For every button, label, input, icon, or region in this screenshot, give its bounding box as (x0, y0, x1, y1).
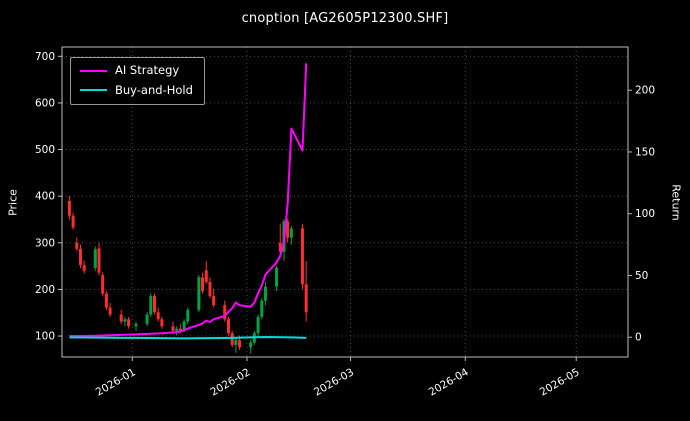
svg-text:500: 500 (35, 144, 55, 156)
legend-item-buy-and-hold: Buy-and-Hold (80, 82, 193, 97)
legend: AI Strategy Buy-and-Hold (70, 57, 205, 105)
series-line-ai-strategy (69, 63, 308, 337)
plot-border (61, 46, 629, 358)
svg-text:700: 700 (35, 51, 55, 63)
chart-title: cnoption [AG2605P12300.SHF] (241, 11, 449, 26)
svg-text:100: 100 (635, 208, 655, 220)
svg-text:50: 50 (635, 270, 648, 282)
legend-item-ai-strategy: AI Strategy (80, 63, 193, 77)
svg-text:2026-01: 2026-01 (94, 366, 138, 398)
svg-text:300: 300 (35, 237, 55, 249)
svg-text:2026-05: 2026-05 (538, 366, 582, 398)
svg-text:400: 400 (35, 191, 55, 203)
series-line-buy-and-hold (69, 336, 307, 340)
svg-text:2026-04: 2026-04 (427, 366, 471, 398)
svg-text:2026-03: 2026-03 (312, 366, 356, 398)
legend-label-buy-and-hold: Buy-and-Hold (115, 82, 193, 97)
svg-text:0: 0 (635, 332, 642, 344)
svg-text:150: 150 (635, 146, 655, 158)
legend-label-ai-strategy: AI Strategy (115, 63, 180, 77)
y-axis-label-return: Return (669, 184, 683, 221)
legend-swatch-buy-and-hold (80, 89, 107, 92)
legend-swatch-ai-strategy (80, 69, 107, 72)
svg-text:200: 200 (35, 284, 55, 296)
svg-text:200: 200 (635, 85, 655, 97)
candlesticks (67, 196, 308, 354)
svg-text:100: 100 (35, 331, 55, 343)
svg-text:600: 600 (35, 97, 55, 109)
svg-text:2026-02: 2026-02 (208, 366, 252, 398)
y-axis-label-price: Price (6, 189, 20, 216)
